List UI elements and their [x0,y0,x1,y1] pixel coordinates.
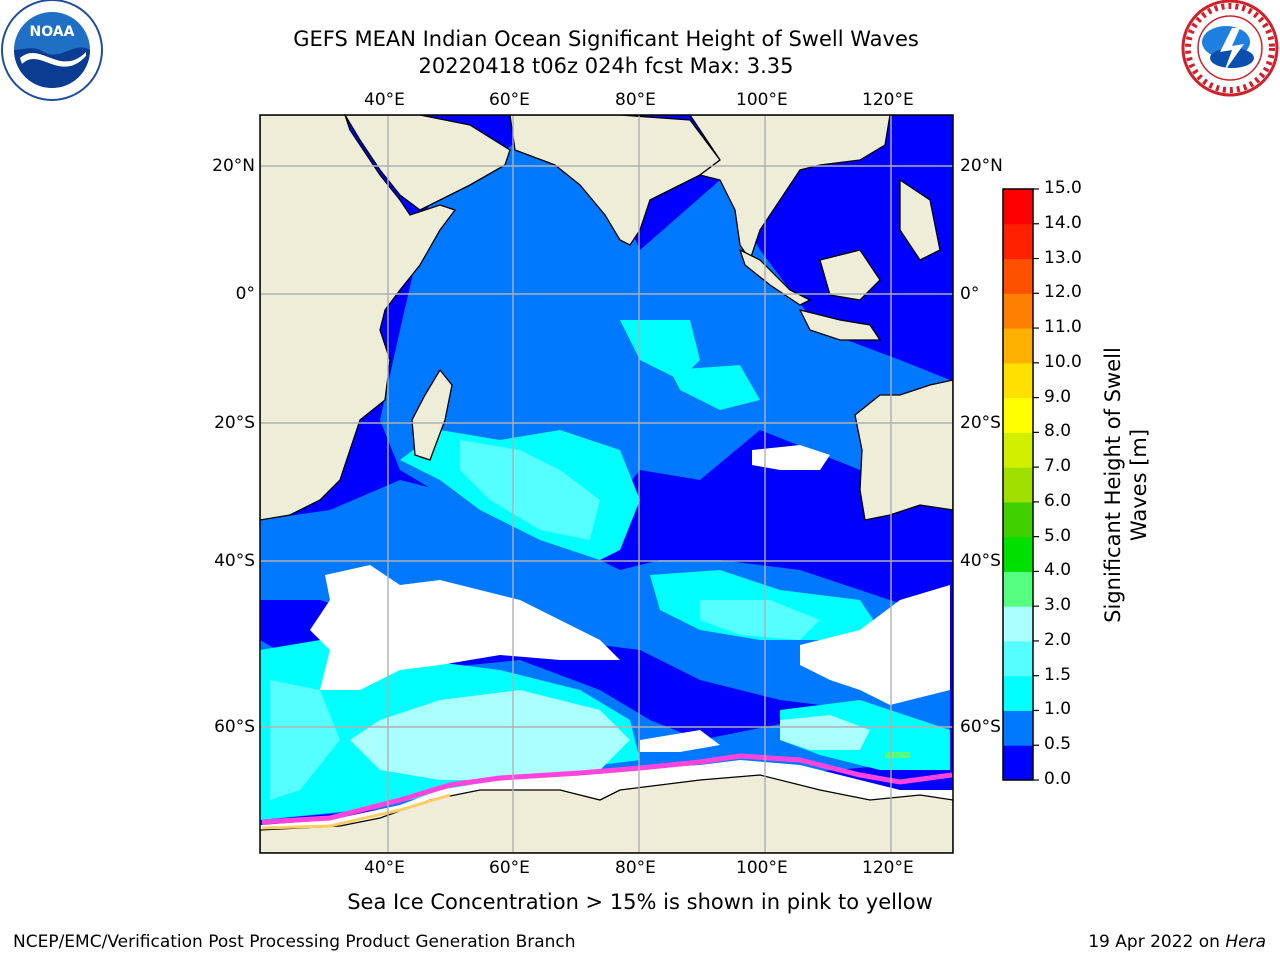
colorbar-segment [1003,467,1033,503]
colorbar-tick-label: 2.0 [1044,629,1072,650]
colorbar-tick-label: 15.0 [1044,178,1082,198]
colorbar-tick-label: 5.0 [1044,525,1072,546]
lon-label-top-120e: 120°E [862,90,914,110]
colorbar-segment [1003,328,1033,364]
colorbar-tick-label: 4.0 [1044,560,1072,581]
map-title: GEFS MEAN Indian Ocean Significant Heigh… [293,27,919,51]
colorbar-segment [1003,397,1033,433]
nws-logo [1181,0,1279,97]
lon-label-bottom-40e: 40°E [364,858,405,878]
colorbar-tick-label: 3.0 [1044,595,1072,616]
colorbar-tick-label: 13.0 [1044,247,1082,268]
sea-ice-caption: Sea Ice Concentration > 15% is shown in … [347,890,933,914]
colorbar-tick-label: 9.0 [1044,386,1072,407]
colorbar-tick-label: 1.0 [1044,699,1072,720]
lat-label-right-20n: 20°N [960,156,1003,176]
lon-label-top-100e: 100°E [736,90,788,110]
colorbar-segment [1003,710,1033,746]
colorbar-segment [1003,745,1033,781]
svg-text:NOAA: NOAA [30,24,75,40]
colorbar-segment [1003,293,1033,329]
lat-label-left-20s: 20°S [214,413,255,433]
colorbar-segment [1003,189,1033,225]
colorbar-segment [1003,501,1033,538]
colorbar [1002,188,1039,781]
lat-label-right-0: 0° [960,284,980,304]
lon-label-bottom-60e: 60°E [489,858,530,878]
colorbar-frame [1002,188,1034,781]
lon-label-top-60e: 60°E [489,90,530,110]
lon-label-bottom-80e: 80°E [615,858,656,878]
colorbar-tick-label: 8.0 [1044,421,1072,442]
lon-label-top-40e: 40°E [364,90,405,110]
colorbar-segment [1003,258,1033,294]
colorbar-segment [1003,606,1033,642]
lat-label-left-0: 0° [235,284,255,304]
footer-host: Hera [1225,932,1266,952]
colorbar-title: Significant Height of Swell Waves [m] [1101,347,1151,623]
colorbar-segment [1003,223,1033,260]
colorbar-segment [1003,432,1033,468]
map-frame [259,114,954,854]
lat-label-left-60s: 60°S [214,717,255,737]
colorbar-segment [1003,640,1033,677]
lon-label-bottom-100e: 100°E [736,858,788,878]
lat-label-left-20n: 20°N [212,156,255,176]
colorbar-tick-label: 0.5 [1044,734,1072,755]
lon-label-bottom-120e: 120°E [862,858,914,878]
noaa-logo: NOAA [1,0,103,101]
map-subtitle: 20220418 t06z 024h fcst Max: 3.35 [418,54,794,78]
colorbar-tick-label: 6.0 [1044,490,1072,511]
footer-credit: NCEP/EMC/Verification Post Processing Pr… [13,932,576,952]
footer-date-text: 19 Apr 2022 on [1088,932,1226,952]
footer-date: 19 Apr 2022 on Hera [1088,932,1266,952]
colorbar-tick-label: 10.0 [1044,351,1082,372]
graticule [260,115,953,853]
colorbar-segment [1003,571,1033,607]
lat-label-right-40s: 40°S [960,551,1001,571]
colorbar-tick-label: 0.0 [1044,769,1072,789]
colorbar-tick-label: 1.5 [1044,664,1072,685]
lat-label-right-20s: 20°S [960,413,1001,433]
colorbar-tick-label: 7.0 [1044,456,1072,477]
colorbar-tick-label: 14.0 [1044,212,1082,233]
colorbar-tick-label: 11.0 [1044,317,1082,338]
lat-label-left-40s: 40°S [214,551,255,571]
colorbar-segment [1003,362,1033,399]
colorbar-tick-label: 12.0 [1044,282,1082,303]
lon-label-top-80e: 80°E [615,90,656,110]
colorbar-segment [1003,536,1033,572]
colorbar-segment [1003,675,1033,711]
wave-height-map [260,115,953,853]
lat-label-right-60s: 60°S [960,717,1001,737]
